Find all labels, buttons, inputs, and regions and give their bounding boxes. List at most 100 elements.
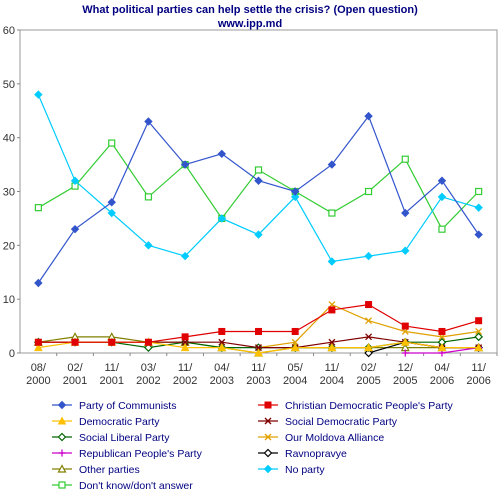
legend-label: Republican People's Party xyxy=(79,448,203,460)
data-point xyxy=(401,246,410,255)
y-tick-label: 0 xyxy=(9,348,15,360)
data-point xyxy=(108,139,116,147)
data-point xyxy=(180,343,190,352)
legend-label: Social Democratic Party xyxy=(285,416,398,428)
data-point xyxy=(291,338,299,346)
x-tick-label: 04/2003 xyxy=(210,362,234,387)
plot-area: 0 10 20 30 40 50 60 08/2000 02/2001 11/2001 03/200… xyxy=(3,25,498,387)
data-point xyxy=(107,198,116,207)
data-point xyxy=(144,117,153,126)
legend-item: No party xyxy=(258,464,325,476)
data-point xyxy=(254,230,263,239)
legend-item: Party of Communists xyxy=(52,400,176,412)
data-point xyxy=(365,333,373,341)
y-tick-label: 50 xyxy=(3,79,15,91)
data-point xyxy=(475,187,483,196)
data-point xyxy=(401,322,409,330)
data-point xyxy=(181,333,189,341)
data-point xyxy=(34,278,43,288)
legend-swatch-marker xyxy=(57,400,67,410)
x-tick-label: 11/2004 xyxy=(320,362,344,387)
data-point xyxy=(364,187,373,196)
data-point xyxy=(290,192,300,202)
data-point xyxy=(255,327,262,335)
data-point xyxy=(401,208,410,218)
data-point xyxy=(437,176,447,185)
legend-item: Social Democratic Party xyxy=(258,416,398,428)
data-point xyxy=(290,343,300,352)
data-point xyxy=(254,166,263,174)
legend-item: Our Moldova Alliance xyxy=(258,432,384,444)
data-point xyxy=(438,327,446,335)
data-point xyxy=(217,214,227,223)
data-point xyxy=(291,327,299,335)
data-point xyxy=(34,338,42,346)
x-tick-label: 11/2003 xyxy=(246,362,270,387)
data-point xyxy=(70,224,80,234)
legend-swatch-marker xyxy=(57,416,67,425)
data-point xyxy=(437,192,447,202)
data-point xyxy=(474,230,483,239)
y-tick-label: 20 xyxy=(3,240,15,252)
x-tick-label: 11/2006 xyxy=(466,362,490,387)
data-point xyxy=(290,187,300,196)
legend-swatch-marker xyxy=(57,464,67,473)
legend-item: Republican People's Party xyxy=(52,448,203,460)
data-point xyxy=(34,90,43,99)
data-point xyxy=(254,176,263,185)
series-party-of-communists xyxy=(34,111,483,288)
legend-label: Our Moldova Alliance xyxy=(285,432,384,444)
data-point xyxy=(217,343,227,352)
data-point xyxy=(437,343,447,352)
chart-title: What political parties can help settle t… xyxy=(82,4,418,16)
data-point xyxy=(364,348,373,358)
legend-label: Party of Communists xyxy=(79,400,176,412)
legend-label: Don't know/don't answer xyxy=(79,480,193,492)
legend-item: Ravnopravye xyxy=(258,448,347,460)
legend-label: Social Liberal Party xyxy=(79,432,170,444)
data-point xyxy=(401,155,409,163)
data-point xyxy=(328,209,336,217)
data-point xyxy=(34,343,43,352)
data-point xyxy=(438,225,446,233)
series-christian-democratic-people-s-party xyxy=(34,301,483,346)
x-tick-label: 05/2004 xyxy=(283,362,307,387)
legend: Party of Communists Christian Democratic … xyxy=(52,400,453,492)
data-point xyxy=(328,338,336,346)
data-point xyxy=(327,343,337,352)
legend-label: Christian Democratic People's Party xyxy=(285,400,453,412)
data-point xyxy=(474,343,483,352)
data-point xyxy=(144,343,153,352)
data-point xyxy=(327,257,337,266)
data-point xyxy=(70,176,80,185)
legend-swatch-marker xyxy=(264,433,272,441)
x-tick-label: 02/2001 xyxy=(63,362,87,387)
legend-label: Democratic Party xyxy=(79,416,160,428)
data-point xyxy=(180,160,190,169)
data-point xyxy=(400,337,410,346)
data-point xyxy=(108,338,116,346)
data-point xyxy=(218,338,226,346)
x-tick-label: 03/2002 xyxy=(136,362,160,387)
legend-swatch-marker xyxy=(58,481,66,489)
data-point xyxy=(180,251,190,261)
y-tick-label: 10 xyxy=(3,294,15,306)
data-point xyxy=(34,204,42,212)
chart-subtitle: www.ipp.md xyxy=(217,18,282,30)
data-point xyxy=(144,241,153,250)
x-tick-label: 12/2005 xyxy=(393,362,417,387)
legend-item: Christian Democratic People's Party xyxy=(258,400,453,412)
y-tick-label: 30 xyxy=(3,187,15,199)
data-point xyxy=(255,344,262,352)
data-point xyxy=(364,111,373,121)
data-point xyxy=(144,193,153,201)
data-point xyxy=(475,317,483,325)
data-point xyxy=(327,160,337,169)
data-point xyxy=(365,301,373,309)
y-tick-label: 40 xyxy=(3,133,15,145)
x-tick-label: 04/2006 xyxy=(430,362,454,387)
data-point xyxy=(328,306,336,314)
data-point xyxy=(401,349,409,357)
